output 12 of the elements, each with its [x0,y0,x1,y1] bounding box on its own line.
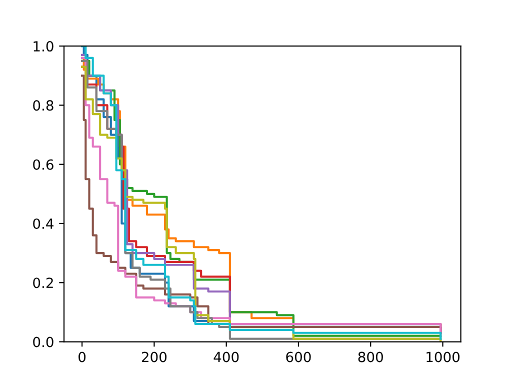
y-tick-label: 0.0 [33,336,54,348]
y-tick-label: 1.0 [34,41,54,52]
y-tick-label: 0.6 [33,159,54,170]
x-tick-label: 200 [142,352,167,362]
x-tick-label: 0 [78,352,86,362]
x-tick-label: 800 [358,352,383,362]
y-tick-label: 0.2 [33,278,53,288]
x-tick-label: 400 [214,352,239,362]
x-tick-label: 1000 [426,352,460,362]
y-tick-label: 0.8 [33,100,54,111]
y-tick-label: 0.4 [33,218,54,229]
x-tick-label: 600 [286,352,311,362]
